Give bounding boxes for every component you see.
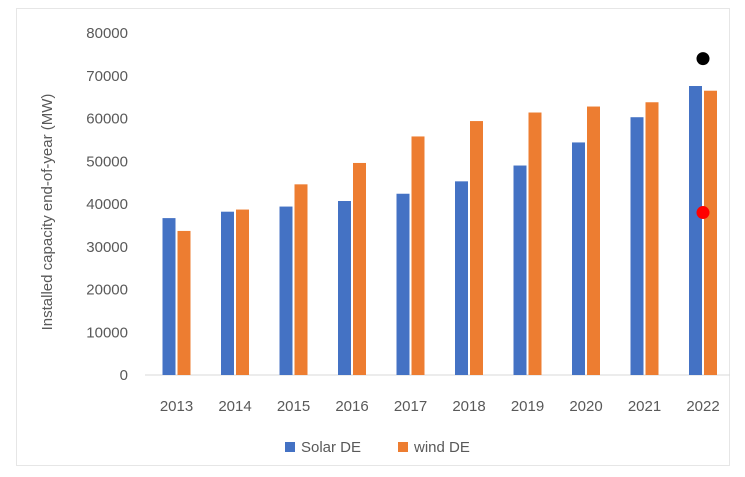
x-tick-label: 2016 bbox=[335, 398, 368, 415]
y-tick-label: 20000 bbox=[86, 282, 128, 299]
y-tick-label: 50000 bbox=[86, 153, 128, 170]
y-tick-label: 30000 bbox=[86, 239, 128, 256]
bar-solar-de bbox=[279, 206, 293, 375]
x-tick-label: 2022 bbox=[686, 398, 719, 415]
x-tick-label: 2018 bbox=[452, 398, 485, 415]
bar-solar-de bbox=[338, 201, 351, 375]
bars-group bbox=[162, 86, 717, 376]
x-tick-label: 2013 bbox=[160, 398, 193, 415]
x-axis-ticks: 2013 2014 2015 2016 2017 2018 2019 2020 2021 2022 bbox=[160, 398, 720, 415]
bar-wind-de bbox=[177, 230, 191, 375]
bar-wind-de bbox=[353, 162, 366, 375]
y-tick-label: 0 bbox=[120, 367, 128, 384]
bar-wind-de bbox=[587, 106, 600, 375]
markers-group bbox=[696, 52, 710, 220]
legend-swatch-wind bbox=[398, 442, 408, 452]
y-tick-label: 10000 bbox=[86, 324, 128, 341]
bar-wind-de bbox=[294, 184, 308, 375]
bar-solar-de bbox=[630, 117, 644, 375]
x-tick-label: 2021 bbox=[628, 398, 661, 415]
bar-wind-de bbox=[236, 209, 249, 375]
y-tick-label: 70000 bbox=[86, 68, 128, 85]
bar-wind-de bbox=[704, 90, 717, 376]
legend-label-wind: wind DE bbox=[413, 439, 470, 456]
x-tick-label: 2014 bbox=[218, 398, 251, 415]
marker-red-dot bbox=[696, 206, 710, 220]
x-tick-label: 2017 bbox=[394, 398, 427, 415]
x-tick-label: 2015 bbox=[277, 398, 310, 415]
bar-wind-de bbox=[528, 112, 542, 375]
marker-black-dot bbox=[696, 52, 710, 66]
bar-wind-de bbox=[411, 136, 425, 375]
chart-frame bbox=[16, 8, 730, 466]
x-tick-label: 2019 bbox=[511, 398, 544, 415]
bar-solar-de bbox=[689, 86, 702, 375]
y-axis-ticks: 0 10000 20000 30000 40000 50000 60000 70000 8000… bbox=[86, 25, 128, 384]
bar-wind-de bbox=[470, 121, 483, 375]
bar-solar-de bbox=[513, 165, 527, 375]
bar-solar-de bbox=[572, 142, 585, 375]
y-tick-label: 80000 bbox=[86, 25, 128, 42]
bar-solar-de bbox=[455, 181, 468, 375]
legend-label-solar: Solar DE bbox=[301, 439, 361, 456]
bar-solar-de bbox=[162, 218, 176, 375]
y-tick-label: 60000 bbox=[86, 111, 128, 128]
bar-solar-de bbox=[396, 193, 410, 375]
legend-swatch-solar bbox=[285, 442, 295, 452]
x-tick-label: 2020 bbox=[569, 398, 602, 415]
y-tick-label: 40000 bbox=[86, 196, 128, 213]
legend: Solar DE wind DE bbox=[285, 439, 470, 456]
bar-wind-de bbox=[645, 102, 659, 375]
y-axis-title: Installed capacity end-of-year (MW) bbox=[39, 94, 56, 331]
bar-solar-de bbox=[221, 211, 234, 375]
